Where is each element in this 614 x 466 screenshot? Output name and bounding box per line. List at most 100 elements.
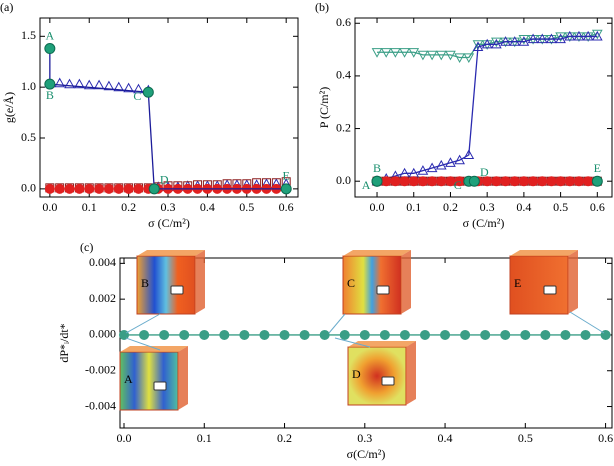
state-point <box>280 183 292 195</box>
series-line <box>49 48 287 190</box>
marker <box>379 329 390 340</box>
inset-cube-side <box>406 341 416 405</box>
y-tick-label: 0.4 <box>336 68 351 82</box>
marker <box>500 36 511 46</box>
marker <box>399 176 410 187</box>
inset-arrow <box>543 285 557 295</box>
inset-cube-side <box>178 346 188 410</box>
marker <box>472 40 484 50</box>
marker <box>113 183 124 194</box>
marker <box>527 33 539 44</box>
inset-cube <box>136 255 196 315</box>
x-tick-label: 0.4 <box>200 200 215 214</box>
state-label: B <box>46 88 54 102</box>
inset-cube-side <box>195 250 205 314</box>
marker <box>440 329 451 340</box>
y-tick-label: 0.000 <box>89 327 116 341</box>
pointer-arrow <box>125 337 161 351</box>
marker <box>103 183 114 194</box>
marker <box>408 48 420 58</box>
x-tick-label: 0.5 <box>239 200 254 214</box>
marker <box>239 329 250 340</box>
x-tick-label: 0.1 <box>82 200 97 214</box>
marker <box>528 176 539 187</box>
state-point <box>44 43 56 55</box>
marker <box>417 165 429 175</box>
marker <box>426 50 438 61</box>
marker <box>540 329 551 340</box>
marker <box>445 50 456 61</box>
marker <box>417 50 429 61</box>
inset-cube <box>509 255 569 315</box>
marker <box>259 329 270 340</box>
marker <box>94 183 105 194</box>
marker <box>500 176 511 187</box>
plot-frame <box>39 17 299 198</box>
marker <box>435 159 447 170</box>
state-point <box>148 183 160 195</box>
marker <box>54 77 66 88</box>
marker <box>359 329 370 340</box>
marker <box>299 329 310 340</box>
state-label: E <box>283 169 290 183</box>
marker <box>518 34 530 45</box>
y-tick-label: 0.002 <box>89 291 116 305</box>
x-tick-label: 0.6 <box>598 431 613 445</box>
y-tick-label: 0.6 <box>336 15 351 29</box>
x-tick-label: 0.0 <box>42 200 57 214</box>
state-label: C <box>133 89 141 103</box>
inset-arrow <box>381 376 395 386</box>
marker <box>399 329 410 340</box>
x-tick-label: 0.3 <box>161 200 176 214</box>
marker <box>279 329 290 340</box>
inset-arrow <box>153 381 167 391</box>
inset-cube-side <box>401 250 411 314</box>
y-axis-title: g(e/Å) <box>2 92 16 123</box>
y-tick-label: 0.0 <box>336 173 351 187</box>
y-tick-label: 0.0 <box>21 181 36 195</box>
marker <box>339 329 350 340</box>
marker <box>103 80 115 91</box>
inset-arrow <box>170 285 184 295</box>
marker <box>555 32 566 42</box>
inset-label: B <box>141 276 149 290</box>
marker <box>319 329 330 340</box>
y-tick-label: 1.0 <box>21 79 36 93</box>
x-tick-label: 0.2 <box>121 200 136 214</box>
marker <box>74 183 85 194</box>
x-tick-label: 0.1 <box>197 431 212 445</box>
inset-cube-top <box>343 250 411 256</box>
state-point <box>591 175 603 187</box>
marker <box>481 38 493 49</box>
marker <box>399 48 410 58</box>
marker <box>555 33 566 44</box>
y-axis-title: P (C/m²) <box>317 87 331 129</box>
marker <box>179 329 190 340</box>
marker <box>520 329 531 340</box>
inset-label: D <box>352 367 361 381</box>
marker <box>491 37 502 48</box>
x-tick-label: 0.4 <box>438 431 453 445</box>
marker <box>74 78 85 89</box>
inset-arrow <box>376 285 390 295</box>
y-tick-label: 0.2 <box>336 120 351 134</box>
x-tick-label: 0.5 <box>553 200 568 214</box>
marker <box>199 329 210 340</box>
marker <box>491 38 502 49</box>
marker <box>419 329 430 340</box>
marker <box>536 33 548 44</box>
x-tick-label: 0.6 <box>279 200 294 214</box>
marker <box>427 176 438 187</box>
marker <box>518 176 529 187</box>
x-axis-title: σ(C/m²) <box>347 447 386 461</box>
marker <box>133 183 144 194</box>
marker <box>555 176 566 187</box>
marker <box>159 329 170 340</box>
x-tick-label: 0.3 <box>357 431 372 445</box>
state-point <box>142 86 154 98</box>
marker <box>591 29 603 40</box>
marker <box>445 157 456 167</box>
marker <box>123 82 134 93</box>
marker <box>518 36 530 46</box>
marker <box>123 183 134 194</box>
